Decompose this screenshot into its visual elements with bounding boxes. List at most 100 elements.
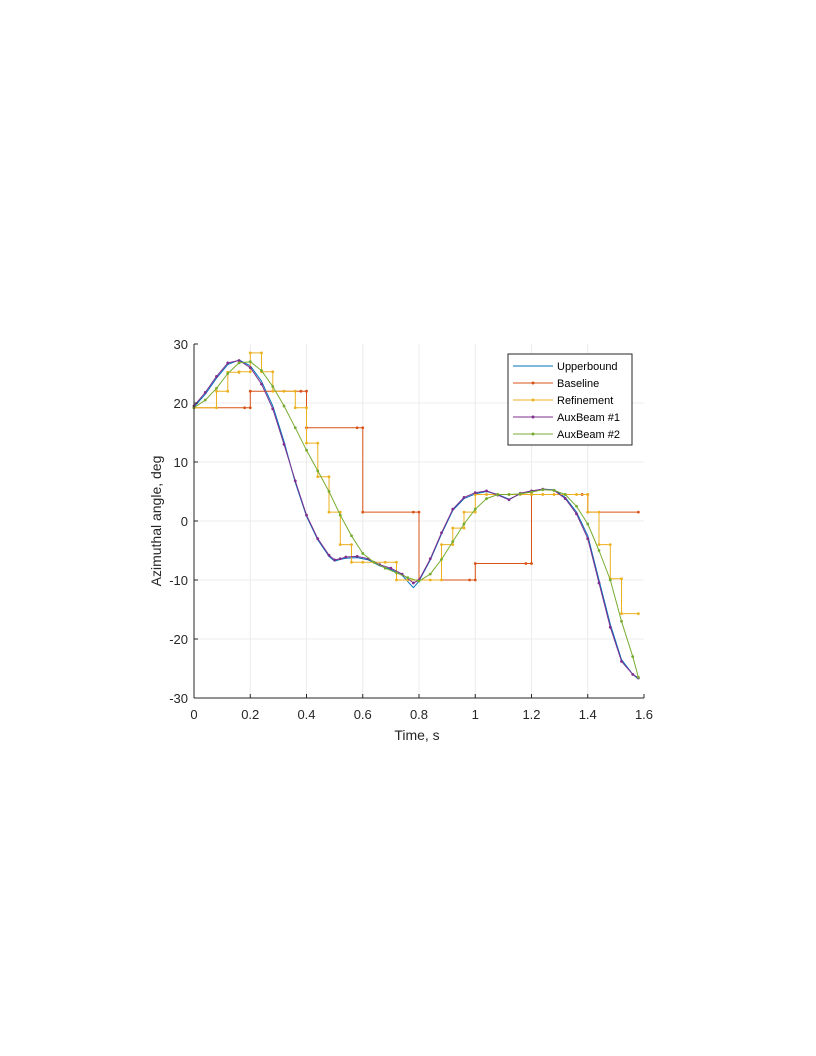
point-auxbeam-1 — [282, 442, 286, 446]
point-auxbeam-2 — [271, 385, 275, 388]
point-refinement — [215, 389, 218, 393]
point-refinement — [530, 493, 533, 496]
point-refinement — [293, 389, 297, 393]
point-auxbeam-2 — [563, 493, 567, 496]
point-auxbeam-2 — [485, 497, 488, 500]
point-auxbeam-1 — [485, 489, 488, 493]
legend-marker — [531, 432, 535, 436]
x-axis-label: Time, s — [394, 727, 439, 743]
point-auxbeam-2 — [282, 404, 286, 408]
point-auxbeam-2 — [428, 572, 432, 576]
point-auxbeam-1 — [428, 557, 432, 561]
point-refinement — [586, 493, 590, 496]
point-auxbeam-2 — [350, 534, 353, 538]
point-auxbeam-2 — [586, 522, 590, 526]
point-auxbeam-2 — [361, 552, 365, 555]
y-tick-label: 0 — [181, 514, 188, 529]
point-auxbeam-1 — [305, 513, 308, 517]
point-auxbeam-1 — [389, 566, 393, 570]
point-auxbeam-1 — [473, 491, 477, 495]
point-refinement — [271, 389, 275, 393]
point-auxbeam-2 — [260, 369, 263, 372]
point-auxbeam-1 — [260, 382, 263, 386]
point-refinement — [316, 475, 320, 479]
y-tick-label: -20 — [169, 632, 188, 647]
point-auxbeam-1 — [620, 660, 623, 663]
point-auxbeam-2 — [237, 361, 241, 365]
point-refinement — [305, 406, 308, 410]
point-auxbeam-1 — [586, 537, 590, 541]
point-auxbeam-2 — [541, 488, 545, 492]
point-refinement — [473, 510, 477, 514]
point-refinement — [440, 578, 443, 582]
point-auxbeam-1 — [631, 673, 635, 676]
x-tick-label: 1.6 — [635, 707, 653, 722]
y-tick-label: -30 — [169, 691, 188, 706]
point-refinement — [440, 543, 443, 546]
point-refinement — [620, 577, 623, 581]
point-auxbeam-1 — [451, 507, 455, 511]
point-auxbeam-1 — [355, 555, 359, 558]
x-tick-label: 1 — [472, 707, 479, 722]
point-refinement — [215, 406, 218, 410]
point-refinement — [293, 406, 297, 410]
point-refinement — [552, 493, 556, 496]
legend-label: AuxBeam #2 — [557, 429, 620, 441]
point-auxbeam-1 — [440, 531, 443, 535]
point-refinement — [485, 493, 488, 496]
point-auxbeam-2 — [316, 469, 320, 473]
point-auxbeam-2 — [518, 492, 522, 496]
point-auxbeam-2 — [406, 576, 410, 580]
point-auxbeam-2 — [597, 549, 601, 552]
point-auxbeam-2 — [338, 513, 342, 517]
point-baseline — [417, 510, 421, 514]
point-auxbeam-1 — [215, 375, 218, 378]
point-auxbeam-2 — [417, 579, 421, 583]
point-refinement — [451, 543, 455, 546]
point-refinement — [462, 526, 466, 530]
point-refinement — [428, 578, 432, 582]
x-tick-label: 0.4 — [297, 707, 315, 722]
x-tick-label: 0.8 — [410, 707, 428, 722]
y-tick-label: 10 — [174, 455, 188, 470]
point-auxbeam-2 — [372, 560, 376, 564]
point-refinement — [248, 351, 252, 355]
point-refinement — [271, 370, 275, 374]
point-refinement — [327, 475, 331, 479]
series-layer — [192, 351, 640, 680]
y-axis-label: Azimuthal angle, deg — [148, 456, 164, 587]
point-auxbeam-2 — [451, 540, 455, 544]
point-auxbeam-1 — [338, 557, 342, 561]
point-auxbeam-1 — [597, 581, 601, 585]
point-refinement — [327, 510, 331, 514]
x-tick-label: 0 — [190, 707, 197, 722]
point-refinement — [620, 612, 623, 616]
legend-item-auxbeam-1: AuxBeam #1 — [513, 412, 620, 424]
point-auxbeam-1 — [507, 498, 511, 502]
point-auxbeam-1 — [575, 512, 578, 516]
point-auxbeam-1 — [411, 581, 415, 585]
point-baseline — [355, 426, 359, 430]
point-auxbeam-2 — [496, 493, 500, 496]
point-auxbeam-2 — [462, 522, 466, 526]
x-tick-label: 0.6 — [354, 707, 372, 722]
point-baseline — [299, 389, 303, 393]
point-auxbeam-2 — [226, 372, 230, 375]
point-refinement — [575, 493, 578, 496]
point-baseline — [473, 578, 477, 582]
point-refinement — [597, 510, 601, 514]
point-baseline — [243, 406, 247, 410]
point-refinement — [338, 543, 342, 546]
legend-item-upperbound: Upperbound — [513, 361, 618, 373]
legend-marker — [531, 398, 535, 402]
point-auxbeam-1 — [316, 537, 320, 541]
point-refinement — [237, 370, 241, 374]
point-refinement — [248, 370, 252, 374]
point-baseline — [636, 510, 640, 514]
point-auxbeam-2 — [305, 448, 308, 452]
y-tick-label: -10 — [169, 573, 188, 588]
point-auxbeam-2 — [203, 398, 207, 402]
legend-label: AuxBeam #1 — [557, 412, 620, 424]
point-auxbeam-2 — [620, 619, 623, 623]
